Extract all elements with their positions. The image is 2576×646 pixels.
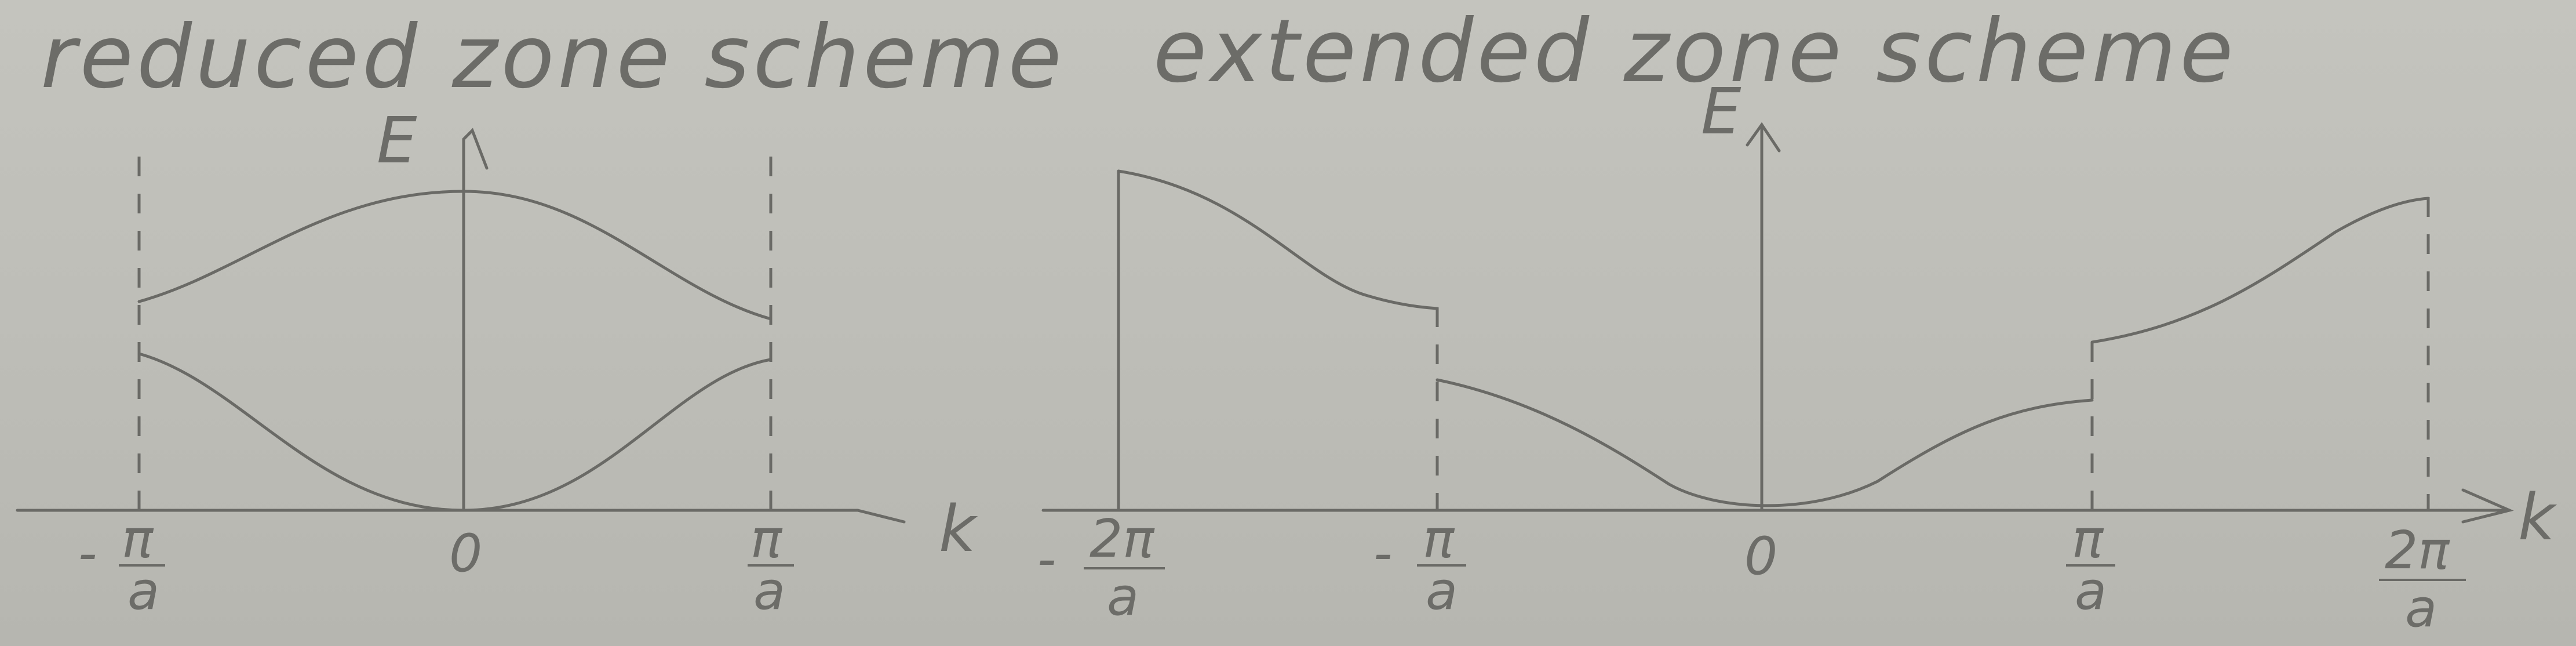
reduced-e-arrow [462,128,489,170]
reduced-zone-scheme: reduced zone scheme k E - π a 0 π a [16,7,1065,622]
extended-band-right-outer [2090,197,2430,344]
tick-two-pi: 2π [2385,520,2450,581]
tick-a: a [1426,561,1458,622]
tick-minus-sign: - [1037,529,1056,590]
reduced-k-arrow [856,509,906,524]
tick-pi: π [2072,509,2104,569]
tick-pi: π [122,509,154,569]
tick-a: a [1107,567,1139,627]
extended-k-label: k [2518,480,2557,554]
reduced-title: reduced zone scheme [41,7,1065,108]
extended-e-label: E [1701,74,1741,148]
extended-title: extended zone scheme [1153,1,2237,102]
reduced-tick-pi-over-a: π a [748,509,794,622]
extended-tick-2pi-over-a: 2π a [2379,520,2466,639]
tick-minus-sign: - [1373,523,1392,584]
extended-tick-zero: 0 [1744,526,1777,587]
tick-pi: π [1423,509,1455,569]
tick-a: a [2405,578,2437,639]
reduced-e-label: E [377,103,417,177]
tick-two-pi: 2π [1090,509,1155,569]
reduced-k-label: k [939,492,978,566]
extended-zone-scheme: extended zone scheme k E - 2π a - π [1037,1,2557,639]
tick-minus-sign: - [78,523,97,584]
extended-tick-minus-2pi-over-a: - 2π a [1037,509,1165,627]
extended-k-arrow [2461,488,2514,524]
reduced-upper-band [137,190,773,321]
extended-tick-minus-pi-over-a: - π a [1373,509,1466,622]
reduced-lower-band [137,352,773,512]
tick-a: a [127,561,159,622]
tick-a: a [2075,561,2107,622]
tick-pi: π [750,509,783,569]
reduced-tick-minus-pi-over-a: - π a [78,509,165,622]
extended-e-arrow [1746,122,1781,153]
extended-band-first-zone [1435,378,2094,507]
reduced-tick-zero: 0 [449,523,482,584]
tick-a: a [753,561,785,622]
extended-band-left-outer [1117,169,1439,310]
extended-tick-pi-over-a: π a [2066,509,2115,622]
